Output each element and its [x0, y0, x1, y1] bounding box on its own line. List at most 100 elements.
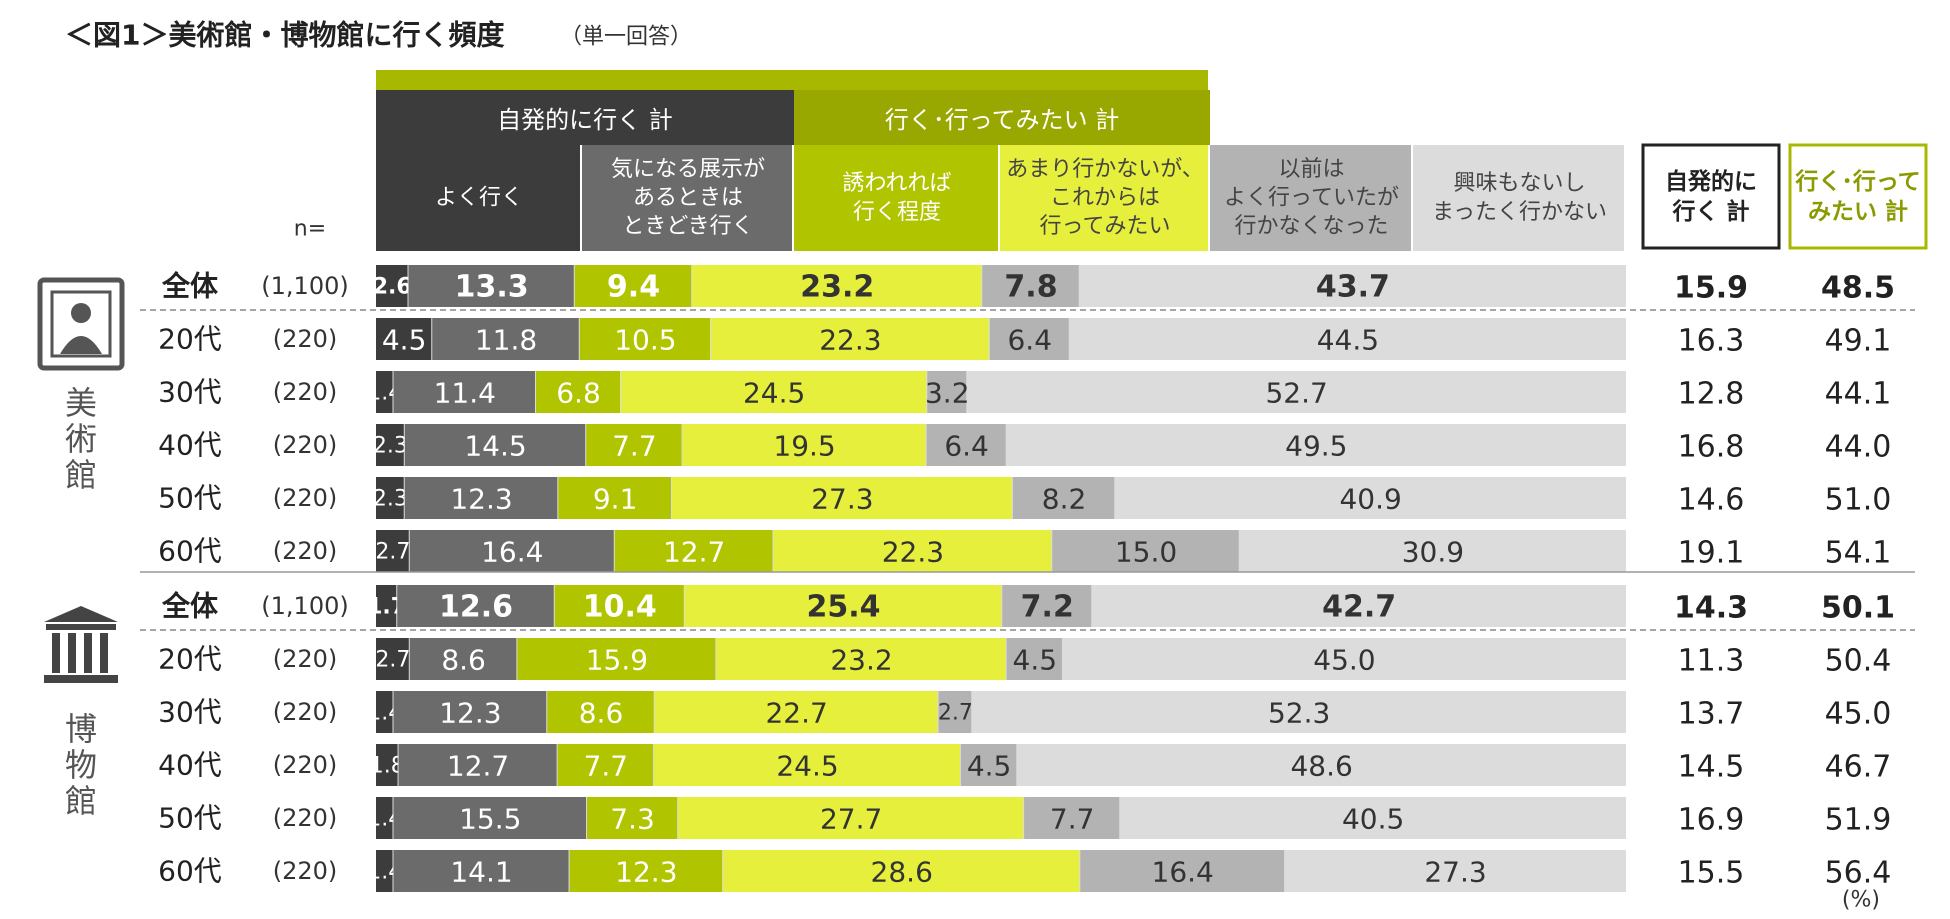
museum-base: [44, 675, 118, 683]
bar-segment: [1062, 638, 1625, 680]
category-header-label-3-line: 行ってみたい: [1040, 214, 1171, 239]
museum-roof: [44, 606, 118, 622]
bar-segment: [393, 850, 569, 892]
bar-value-label: 15.0: [1115, 536, 1177, 569]
summary-value-1: 51.9: [1825, 803, 1892, 838]
summary-header-label-0-line: 行く 計: [1671, 198, 1749, 225]
bar-segment: [926, 424, 1006, 466]
bar-value-label: 2.6: [373, 275, 412, 300]
row-label: 30代: [158, 376, 222, 409]
group-header-0: [376, 90, 794, 145]
row-label: 30代: [158, 696, 222, 729]
row-1-0: 1.7 12.6 10.4 25.4 7.2 42.7全体 (1,100) 14.3 50.1: [140, 585, 1915, 631]
row-n: (220): [273, 751, 338, 779]
summary-value-1: 54.1: [1825, 536, 1892, 571]
bar-value-label: 44.5: [1317, 324, 1379, 357]
section-name-char: 術: [65, 420, 97, 458]
bar-segment: [557, 744, 654, 786]
bar-segment: [586, 424, 682, 466]
bar-value-label: 27.3: [811, 483, 873, 516]
frame-outer: [37, 277, 125, 371]
bar-value-label: 27.7: [820, 803, 882, 836]
summary-value-0: 16.9: [1678, 803, 1745, 838]
category-header-label-5: 興味もないしまったく行かない: [1432, 171, 1607, 225]
summary-header-label-1-line: 行く･行って: [1794, 168, 1920, 195]
row-n: (1,100): [261, 272, 348, 300]
group-header-1: [794, 90, 1210, 145]
summary-header-label-0: 自発的に行く 計: [1665, 168, 1757, 225]
bar-segment: [587, 797, 678, 839]
summary-value-1: 46.7: [1825, 750, 1892, 785]
bar-segment: [692, 265, 982, 307]
section-name-char: 美: [65, 384, 97, 422]
summary-value-0: 19.1: [1678, 536, 1745, 571]
bar-value-label: 12.3: [439, 697, 501, 730]
bar-segment: [558, 477, 671, 519]
category-header-label-4: 以前はよく行っていたが行かなくなった: [1224, 157, 1399, 239]
bar-value-label: 8.6: [441, 644, 486, 677]
summary-value-0: 15.9: [1674, 271, 1748, 306]
row-label: 60代: [158, 855, 222, 888]
bar-value-label: 12.7: [447, 750, 509, 783]
bar-value-label: 2.7: [938, 701, 973, 726]
chart-title: ＜図1＞美術館・博物館に行く頻度: [65, 19, 504, 52]
bar-segment: [1006, 638, 1062, 680]
category-header-label-5-line: 興味もないし: [1453, 171, 1585, 196]
bar-value-label: 52.7: [1265, 377, 1327, 410]
bar-segment: [960, 744, 1017, 786]
bar-value-label: 16.4: [1152, 856, 1214, 889]
bar-value-label: 10.4: [583, 590, 657, 625]
summary-value-0: 11.3: [1678, 644, 1745, 679]
bar-value-label: 25.4: [806, 590, 880, 625]
bar-value-label: 14.1: [450, 856, 512, 889]
summary-value-1: 50.1: [1821, 591, 1895, 626]
bar-value-label: 2.7: [375, 540, 410, 565]
bar-segment: [1239, 530, 1625, 572]
bar-value-label: 23.2: [800, 270, 874, 305]
row-n: (220): [273, 857, 338, 885]
section-name-char: 館: [65, 456, 97, 494]
bar-segment: [682, 424, 926, 466]
summary-value-0: 16.8: [1678, 430, 1745, 465]
bar-value-label: 4.5: [382, 324, 427, 357]
portrait-head: [71, 303, 91, 323]
row-0-0: 2.6 13.3 9.4 23.2 7.8 43.7 全体 (1,100) 15.9 48.5: [140, 265, 1915, 311]
category-header-label-3-line: これからは: [1050, 186, 1160, 211]
bar-value-label: 7.3: [610, 803, 655, 836]
row-n: (1,100): [261, 592, 348, 620]
bar-value-label: 40.5: [1342, 803, 1404, 836]
portrait-body: [60, 336, 102, 354]
bar-value-label: 30.9: [1402, 536, 1464, 569]
bar-segment: [654, 744, 960, 786]
section-name-char: 博: [65, 710, 97, 748]
bar-segment: [376, 477, 404, 519]
bar-segment: [967, 371, 1625, 413]
bar-value-label: 8.6: [579, 697, 624, 730]
bar-value-label: 7.2: [1021, 590, 1074, 625]
bar-segment: [574, 265, 692, 307]
group-header-label-0: 自発的に行く 計: [497, 106, 673, 134]
bar-segment: [621, 371, 927, 413]
bar-segment: [1017, 744, 1625, 786]
bar-segment: [397, 585, 554, 627]
row-1-1: 2.7 8.6 15.9 23.2 4.5 45.0 20代 (220) 11.3 50.4: [158, 638, 1891, 680]
bar-value-label: 12.3: [615, 856, 677, 889]
bar-value-label: 8.2: [1042, 483, 1087, 516]
bar-segment: [614, 530, 773, 572]
category-header-label-2: 誘われれば行く程度: [843, 171, 952, 225]
bar-segment: [1052, 530, 1239, 572]
bar-value-label: 28.6: [871, 856, 933, 889]
category-header-label-1: 気になる展示があるときはときどき行く: [611, 157, 765, 239]
bar-value-label: 24.5: [776, 750, 838, 783]
bar-value-label: 2.7: [375, 648, 410, 673]
bar-segment: [1012, 477, 1115, 519]
bar-segment: [1080, 850, 1285, 892]
section-name-1: 博物館: [65, 710, 97, 820]
bar-segment: [716, 638, 1006, 680]
row-0-1: 4.5 11.8 10.5 22.3 6.4 44.5 20代 (220) 16.3 49.1: [158, 318, 1891, 360]
bar-segment: [927, 371, 967, 413]
bar-value-label: 14.5: [464, 430, 526, 463]
